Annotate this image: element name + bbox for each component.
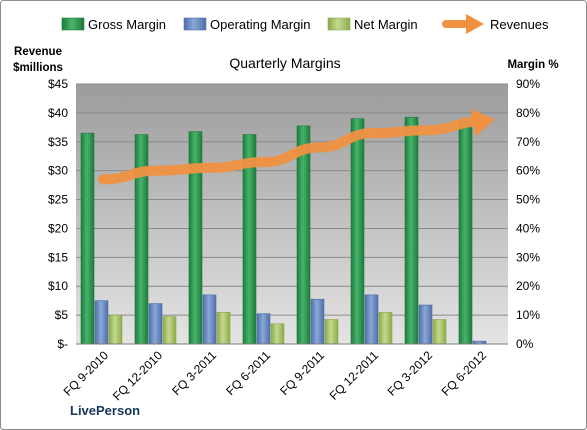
gross-margin-bar xyxy=(296,125,311,345)
legend-revenues-arrowhead xyxy=(466,14,484,34)
operating-margin-bar xyxy=(418,304,433,345)
legend-gross-margin-swatch xyxy=(61,17,85,31)
operating-margin-bar xyxy=(202,294,217,345)
bars xyxy=(80,116,487,345)
right-tick-label: 80% xyxy=(516,106,540,120)
legend-gross-margin-label: Gross Margin xyxy=(88,17,166,32)
left-tick-label: $30 xyxy=(48,164,68,178)
operating-margin-bar xyxy=(94,300,109,345)
brand-label: LivePerson xyxy=(70,403,140,418)
legend-net-margin-swatch xyxy=(327,17,351,31)
right-tick-label: 60% xyxy=(516,164,540,178)
right-tick-label: 40% xyxy=(516,221,540,235)
left-tick-label: $35 xyxy=(48,135,68,149)
revenue-line xyxy=(98,109,495,185)
gross-margin-bar xyxy=(134,134,149,345)
operating-margin-bar xyxy=(256,313,271,345)
revenue-line-path xyxy=(98,116,486,185)
left-tick-label: $25 xyxy=(48,193,68,207)
gross-margin-bar xyxy=(350,118,365,345)
legend: Gross Margin Operating Margin Net Margin Re… xyxy=(61,14,549,34)
gross-margin-bar xyxy=(458,119,473,345)
left-tick-label: $40 xyxy=(48,106,68,120)
right-tick-label: 10% xyxy=(516,308,540,322)
right-axis-title: Margin % xyxy=(507,59,558,71)
net-margin-bar xyxy=(108,314,123,345)
gross-margin-bar xyxy=(404,116,419,345)
net-margin-bar xyxy=(378,311,393,345)
net-margin-bar xyxy=(162,316,177,345)
left-axis-title-line1: Revenue xyxy=(14,46,62,58)
revenue-arrowhead xyxy=(470,109,495,137)
legend-revenues-label: Revenues xyxy=(490,17,549,32)
net-margin-bar xyxy=(324,319,339,345)
net-margin-bar xyxy=(216,311,231,345)
net-margin-bar xyxy=(270,323,285,345)
left-axis-title-line2: $millions xyxy=(13,62,63,74)
net-margin-bar xyxy=(432,319,447,345)
operating-margin-bar xyxy=(148,303,163,345)
right-tick-label: 70% xyxy=(516,135,540,149)
left-tick-label: $- xyxy=(57,337,68,351)
operating-margin-bar xyxy=(364,294,379,345)
right-tick-label: 50% xyxy=(516,193,540,207)
right-tick-label: 20% xyxy=(516,279,540,293)
left-tick-label: $20 xyxy=(48,221,68,235)
legend-operating-margin-swatch xyxy=(183,17,207,31)
right-tick-label: 90% xyxy=(516,77,540,91)
operating-margin-bar xyxy=(310,298,325,345)
gross-margin-bar xyxy=(80,132,95,345)
right-tick-label: 30% xyxy=(516,250,540,264)
chart-title: Quarterly Margins xyxy=(229,55,340,71)
legend-net-margin-label: Net Margin xyxy=(354,17,418,32)
left-tick-label: $15 xyxy=(48,250,68,264)
left-tick-label: $10 xyxy=(48,279,68,293)
right-tick-label: 0% xyxy=(516,337,534,351)
legend-operating-margin-label: Operating Margin xyxy=(210,17,310,32)
left-tick-label: $45 xyxy=(48,77,68,91)
left-tick-label: $5 xyxy=(55,308,69,322)
